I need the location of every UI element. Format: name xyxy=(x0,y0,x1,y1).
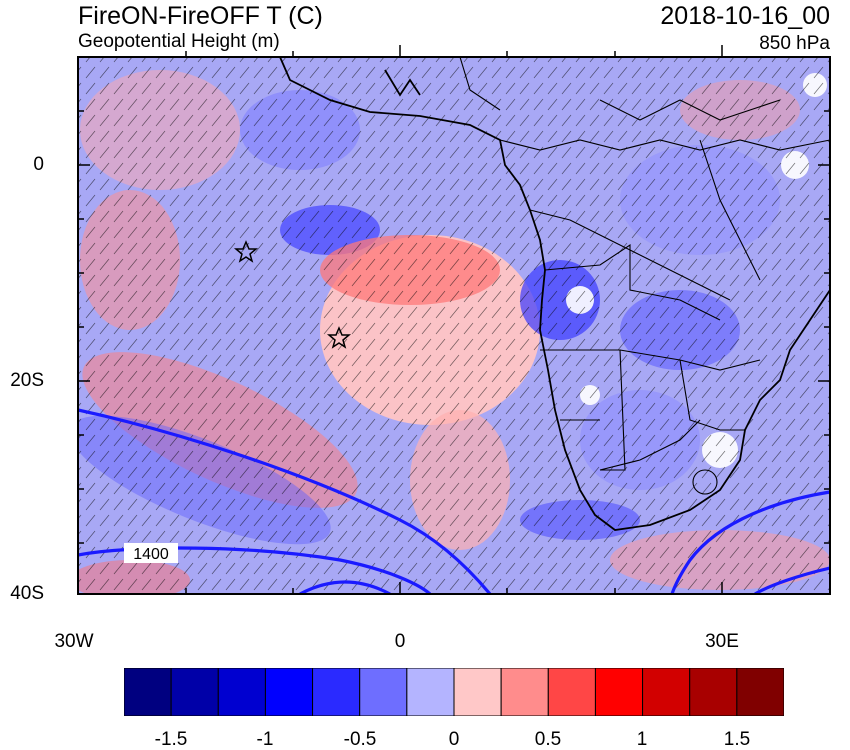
colorbar-swatch xyxy=(689,668,738,716)
map-frame xyxy=(77,56,831,595)
axis-ticks xyxy=(78,45,830,594)
colorbar-swatch xyxy=(736,668,784,716)
colorbar-label: 1 xyxy=(636,729,648,750)
lon-label-30e: 30E xyxy=(705,631,739,652)
plot-subtitle: Geopotential Height (m) xyxy=(78,31,280,52)
colorbar-swatch xyxy=(594,668,644,716)
colorbar-swatch xyxy=(453,668,502,716)
lat-label-0: 0 xyxy=(33,154,44,175)
lat-label-40s: 40S xyxy=(10,583,44,604)
colorbar-swatch xyxy=(642,668,691,716)
colorbar-swatch xyxy=(406,668,455,716)
coastlines xyxy=(279,57,830,531)
colorbar-swatch xyxy=(217,668,266,716)
lon-label-0: 0 xyxy=(394,631,406,652)
colorbar-label: 0 xyxy=(448,729,460,750)
wind-barbs xyxy=(78,57,830,594)
colorbar-swatch xyxy=(547,668,596,716)
colorbar-swatch xyxy=(359,668,408,716)
country-borders xyxy=(459,57,830,495)
colorbar-label: 1.5 xyxy=(723,729,751,750)
colorbar-label: -1 xyxy=(256,729,274,750)
colorbar-label: 0.5 xyxy=(534,729,562,750)
lon-label-30w: 30W xyxy=(54,631,94,652)
contour-label-box xyxy=(124,543,178,563)
colorbar-label: -0.5 xyxy=(343,729,377,750)
contour-label: 1400 xyxy=(133,546,169,563)
colorbar xyxy=(124,668,784,716)
colorbar-label: -1.5 xyxy=(154,729,188,750)
star-marker xyxy=(233,240,259,263)
plot-title: FireON-FireOFF T (C) xyxy=(78,2,323,30)
plot-date: 2018-10-16_00 xyxy=(660,2,830,30)
star-marker xyxy=(326,326,352,349)
colorbar-swatch xyxy=(500,668,549,716)
colorbar-swatch xyxy=(264,668,314,716)
colorbar-swatch xyxy=(124,668,172,716)
pressure-level: 850 hPa xyxy=(759,33,830,54)
colorbar-swatch xyxy=(312,668,361,716)
colorbar-swatch xyxy=(170,668,219,716)
lat-label-20s: 20S xyxy=(10,370,44,391)
